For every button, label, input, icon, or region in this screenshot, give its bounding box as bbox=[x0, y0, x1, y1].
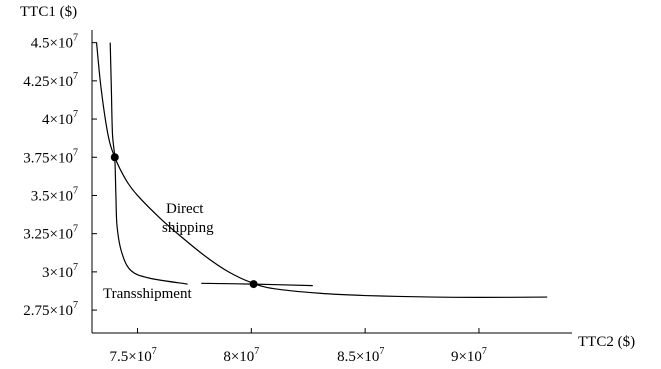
y-ticks: 2.75×107 3×107 3.25×107 3.5×107 3.75×107 4×10… bbox=[23, 33, 97, 319]
annotation-direct-line1: Direct bbox=[166, 201, 204, 217]
y-tick-label: 2.75×107 bbox=[23, 300, 78, 319]
y-tick-label: 3.75×107 bbox=[23, 147, 78, 166]
x-tick-label: 7.5×107 bbox=[110, 346, 157, 365]
y-tick-label: 3.25×107 bbox=[23, 224, 78, 243]
intersection-point bbox=[249, 280, 258, 289]
y-tick-label: 4×107 bbox=[42, 109, 78, 128]
curves bbox=[95, 42, 548, 298]
x-tick-label: 9×107 bbox=[451, 346, 487, 365]
intersection-point bbox=[110, 153, 119, 162]
x-axis-label: TTC2 ($) bbox=[578, 334, 635, 350]
x-ticks: 7.5×107 8×107 8.5×107 9×107 bbox=[110, 328, 487, 365]
annotation-direct-line2: shipping bbox=[162, 220, 214, 236]
series-transshipment bbox=[109, 42, 188, 285]
y-tick-label: 4.5×107 bbox=[31, 33, 78, 52]
x-tick-label: 8.5×107 bbox=[337, 346, 384, 365]
markers bbox=[110, 153, 258, 289]
y-tick-label: 4.25×107 bbox=[23, 71, 78, 90]
y-axis-label: TTC1 ($) bbox=[20, 4, 77, 20]
series-direct-shipping bbox=[95, 42, 548, 298]
x-tick-label: 8×107 bbox=[223, 346, 259, 365]
annotation-transshipment: Transshipment bbox=[103, 286, 192, 302]
y-tick-label: 3×107 bbox=[42, 262, 78, 281]
y-tick-label: 3.5×107 bbox=[31, 185, 78, 204]
